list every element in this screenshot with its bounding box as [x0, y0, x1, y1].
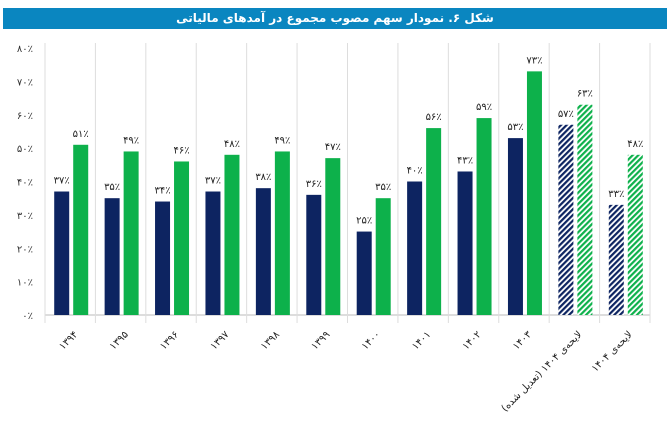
bar-s1 — [205, 191, 221, 315]
y-tick-label: ۰٪ — [22, 311, 33, 322]
bar-s2 — [375, 198, 391, 315]
x-tick-label: ۱۳۹۹ — [309, 329, 332, 352]
x-tick-label: ۱۳۹۸ — [259, 329, 282, 352]
bar-s2 — [73, 144, 89, 315]
x-tick-label: ۱۳۹۷ — [209, 329, 232, 352]
data-label: ۵۳٪ — [507, 122, 523, 133]
data-label: ۳۳٪ — [608, 189, 624, 200]
bar-s2 — [123, 151, 139, 315]
bar-s1 — [255, 188, 271, 315]
data-label: ۶۳٪ — [577, 89, 593, 100]
bar-s1 — [457, 171, 473, 315]
x-tick-label: لایحه‌ی ۱۴۰۴ — [590, 329, 635, 374]
data-label: ۳۷٪ — [205, 176, 221, 187]
x-tick-label: ۱۳۹۴ — [57, 329, 80, 352]
bar-s2 — [577, 104, 593, 315]
bar-s1 — [608, 204, 624, 315]
bar-s1 — [407, 181, 423, 315]
data-label: ۳۷٪ — [54, 176, 70, 187]
y-tick-label: ۵۰٪ — [17, 144, 33, 155]
bar-s2 — [174, 161, 190, 315]
y-tick-label: ۸۰٪ — [17, 44, 33, 55]
data-label: ۴۳٪ — [457, 155, 473, 166]
bar-s1 — [104, 198, 120, 315]
y-tick-label: ۴۰٪ — [17, 178, 33, 189]
data-label: ۳۴٪ — [154, 186, 170, 197]
bar-s2 — [627, 154, 643, 315]
bar-s1 — [54, 191, 70, 315]
bar-s2 — [325, 158, 341, 315]
data-label: ۵۷٪ — [558, 109, 574, 120]
bar-s2 — [476, 118, 492, 316]
bar-s1 — [155, 201, 171, 315]
data-label: ۲۵٪ — [356, 216, 372, 227]
x-tick-label: ۱۳۹۵ — [108, 329, 131, 352]
bar-s1 — [356, 231, 372, 315]
data-label: ۳۵٪ — [375, 182, 391, 193]
data-label: ۴۸٪ — [627, 139, 643, 150]
data-label: ۵۹٪ — [476, 102, 492, 113]
x-tick-label: ۱۳۹۶ — [158, 329, 181, 352]
y-tick-label: ۲۰٪ — [17, 244, 33, 255]
data-label: ۴۶٪ — [173, 145, 189, 156]
chart-title: شکل ۶. نمودار سهم مصوب مجموع در آمدهای م… — [3, 8, 667, 29]
bar-s1 — [558, 124, 574, 315]
data-label: ۳۸٪ — [255, 172, 271, 183]
data-label: ۴۰٪ — [407, 166, 423, 177]
bar-s2 — [526, 71, 542, 315]
data-label: ۴۷٪ — [325, 142, 341, 153]
x-tick-label: ۱۴۰۰ — [360, 329, 383, 352]
x-tick-label: ۱۴۰۲ — [461, 329, 484, 352]
bar-s2 — [224, 154, 240, 315]
bar-s1 — [507, 138, 523, 315]
data-label: ۳۶٪ — [306, 179, 322, 190]
y-tick-label: ۱۰٪ — [17, 278, 33, 289]
data-label: ۴۸٪ — [224, 139, 240, 150]
y-tick-label: ۳۰٪ — [17, 211, 33, 222]
y-tick-label: ۷۰٪ — [17, 77, 33, 88]
data-label: ۳۵٪ — [104, 182, 120, 193]
x-tick-label: ۱۴۰۳ — [511, 329, 534, 352]
bar-s2 — [426, 128, 442, 315]
data-label: ۵۶٪ — [426, 112, 442, 123]
data-label: ۷۳٪ — [526, 55, 542, 66]
y-tick-label: ۶۰٪ — [17, 111, 33, 122]
bar-s1 — [306, 194, 322, 315]
data-label: ۵۱٪ — [73, 129, 89, 140]
data-label: ۴۹٪ — [123, 135, 139, 146]
bar-s2 — [274, 151, 290, 315]
x-tick-label: ۱۴۰۱ — [410, 329, 433, 352]
data-label: ۴۹٪ — [274, 135, 290, 146]
